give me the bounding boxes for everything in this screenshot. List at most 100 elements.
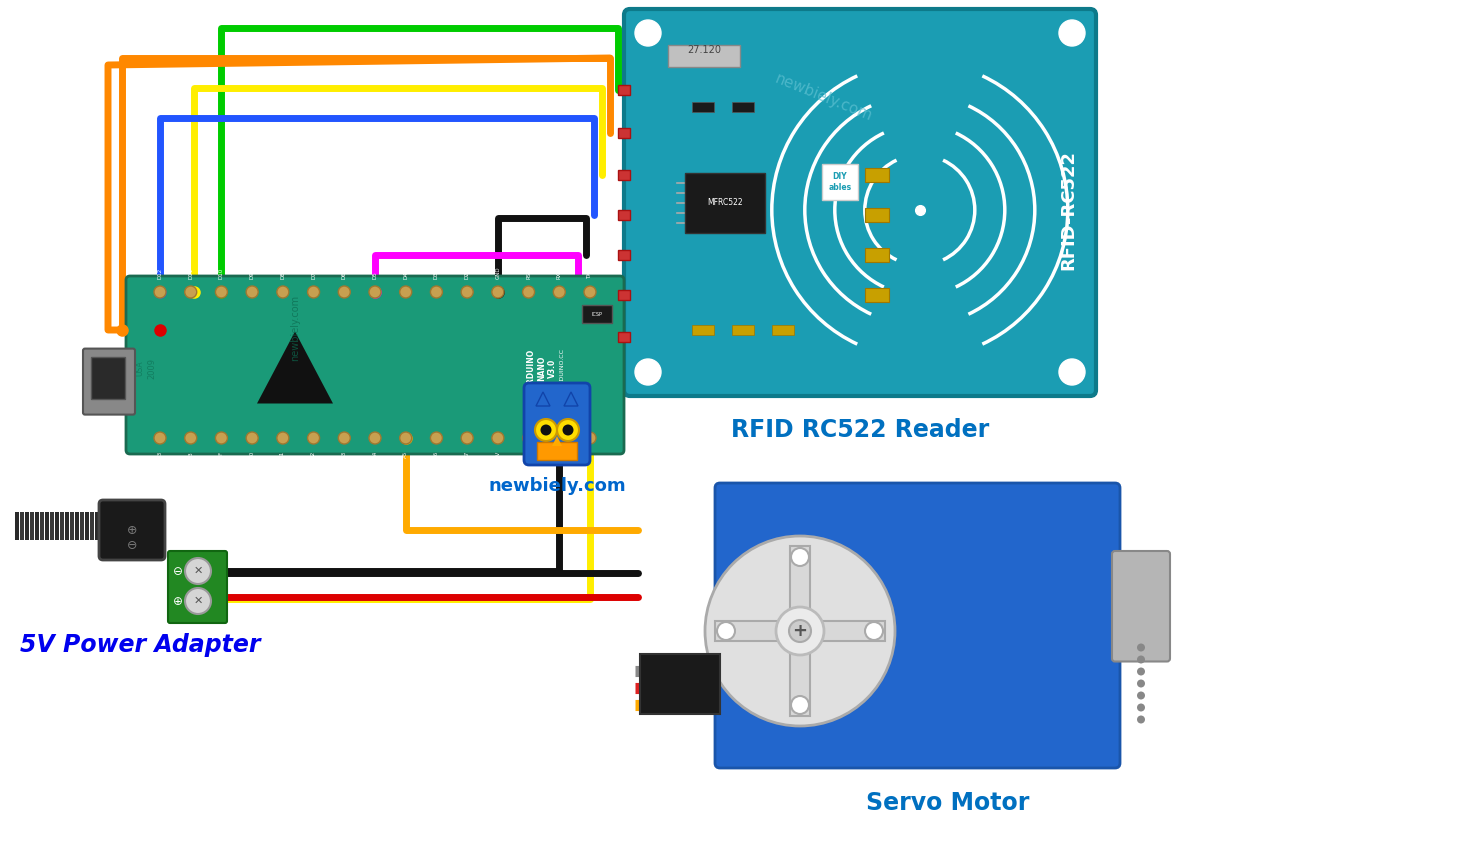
Circle shape bbox=[1138, 679, 1145, 688]
Text: D3: D3 bbox=[433, 272, 439, 279]
Bar bbox=[618, 85, 630, 95]
Circle shape bbox=[540, 425, 552, 436]
Text: 27.120: 27.120 bbox=[687, 45, 720, 55]
Bar bbox=[618, 128, 630, 138]
Circle shape bbox=[492, 286, 504, 298]
Bar bbox=[35, 512, 40, 540]
Polygon shape bbox=[536, 392, 550, 406]
Bar bbox=[40, 512, 44, 540]
Circle shape bbox=[789, 620, 811, 642]
Circle shape bbox=[430, 286, 442, 298]
Text: D9: D9 bbox=[250, 272, 255, 279]
Circle shape bbox=[523, 286, 534, 298]
Bar bbox=[618, 290, 630, 300]
Circle shape bbox=[635, 20, 662, 46]
FancyBboxPatch shape bbox=[83, 349, 135, 415]
Bar bbox=[583, 305, 612, 323]
Text: +: + bbox=[792, 622, 808, 640]
Bar bbox=[618, 250, 630, 260]
Bar bbox=[70, 512, 75, 540]
Text: D8: D8 bbox=[281, 272, 285, 279]
Bar bbox=[75, 512, 79, 540]
Circle shape bbox=[184, 432, 196, 444]
Circle shape bbox=[865, 622, 883, 640]
Circle shape bbox=[1058, 359, 1085, 385]
Bar bbox=[91, 357, 124, 399]
Bar bbox=[25, 512, 29, 540]
FancyBboxPatch shape bbox=[126, 276, 624, 454]
Text: newbiely.com: newbiely.com bbox=[290, 294, 300, 360]
Bar bbox=[865, 168, 889, 182]
Text: newbiely.com: newbiely.com bbox=[488, 477, 625, 495]
Circle shape bbox=[523, 432, 534, 444]
Text: ⊕: ⊕ bbox=[173, 595, 183, 607]
Circle shape bbox=[215, 286, 227, 298]
Bar bbox=[89, 512, 94, 540]
Circle shape bbox=[553, 432, 565, 444]
Bar bbox=[865, 288, 889, 302]
Text: ⊕: ⊕ bbox=[127, 524, 138, 536]
Bar bbox=[537, 442, 577, 460]
Bar bbox=[85, 512, 89, 540]
Text: TX1: TX1 bbox=[587, 268, 593, 279]
Text: D5: D5 bbox=[372, 272, 378, 279]
Circle shape bbox=[307, 432, 319, 444]
Circle shape bbox=[461, 286, 473, 298]
Circle shape bbox=[791, 548, 810, 566]
Circle shape bbox=[430, 432, 442, 444]
Text: RST: RST bbox=[526, 268, 531, 279]
Bar bbox=[732, 102, 754, 112]
Text: Servo Motor: Servo Motor bbox=[865, 791, 1029, 815]
Text: newbiely.com: newbiely.com bbox=[772, 71, 874, 124]
Bar bbox=[20, 512, 23, 540]
Polygon shape bbox=[552, 436, 562, 446]
Text: USA: USA bbox=[136, 360, 145, 376]
Polygon shape bbox=[258, 332, 332, 404]
Circle shape bbox=[1138, 691, 1145, 700]
Bar bbox=[865, 248, 889, 262]
Circle shape bbox=[338, 286, 350, 298]
Bar bbox=[100, 512, 104, 540]
Circle shape bbox=[706, 536, 895, 726]
Circle shape bbox=[307, 286, 319, 298]
Text: 2009: 2009 bbox=[148, 358, 157, 379]
Text: DIY
ables: DIY ables bbox=[829, 173, 852, 192]
Text: 5V: 5V bbox=[495, 451, 501, 459]
Bar bbox=[29, 512, 34, 540]
Text: RFID RC522 Reader: RFID RC522 Reader bbox=[731, 418, 990, 442]
Circle shape bbox=[562, 425, 574, 436]
Circle shape bbox=[1138, 704, 1145, 711]
Circle shape bbox=[1138, 716, 1145, 723]
Text: A6: A6 bbox=[433, 451, 439, 459]
Circle shape bbox=[584, 286, 596, 298]
Text: A3: A3 bbox=[341, 451, 347, 459]
Circle shape bbox=[277, 432, 288, 444]
Text: REF: REF bbox=[220, 451, 224, 461]
Polygon shape bbox=[564, 392, 578, 406]
Bar bbox=[95, 512, 100, 540]
Circle shape bbox=[246, 286, 258, 298]
Circle shape bbox=[369, 286, 381, 298]
Text: 3V3: 3V3 bbox=[189, 451, 193, 462]
Bar bbox=[15, 512, 19, 540]
Text: VIN: VIN bbox=[587, 451, 593, 460]
Text: A5: A5 bbox=[403, 451, 408, 459]
Text: RFID-RC522: RFID-RC522 bbox=[1058, 150, 1078, 270]
Bar bbox=[821, 164, 858, 200]
Bar bbox=[618, 210, 630, 220]
Circle shape bbox=[553, 286, 565, 298]
Text: ✕: ✕ bbox=[193, 596, 202, 606]
Text: ✕: ✕ bbox=[193, 566, 202, 576]
FancyBboxPatch shape bbox=[624, 9, 1097, 396]
Bar bbox=[714, 621, 886, 641]
Bar bbox=[865, 208, 889, 222]
FancyBboxPatch shape bbox=[714, 483, 1120, 768]
FancyBboxPatch shape bbox=[100, 500, 165, 560]
Text: GND: GND bbox=[556, 451, 562, 464]
Text: D10: D10 bbox=[220, 267, 224, 279]
Circle shape bbox=[1138, 667, 1145, 675]
Text: A4: A4 bbox=[372, 451, 378, 459]
Text: D6: D6 bbox=[341, 272, 347, 279]
Bar bbox=[64, 512, 69, 540]
Bar bbox=[692, 102, 714, 112]
